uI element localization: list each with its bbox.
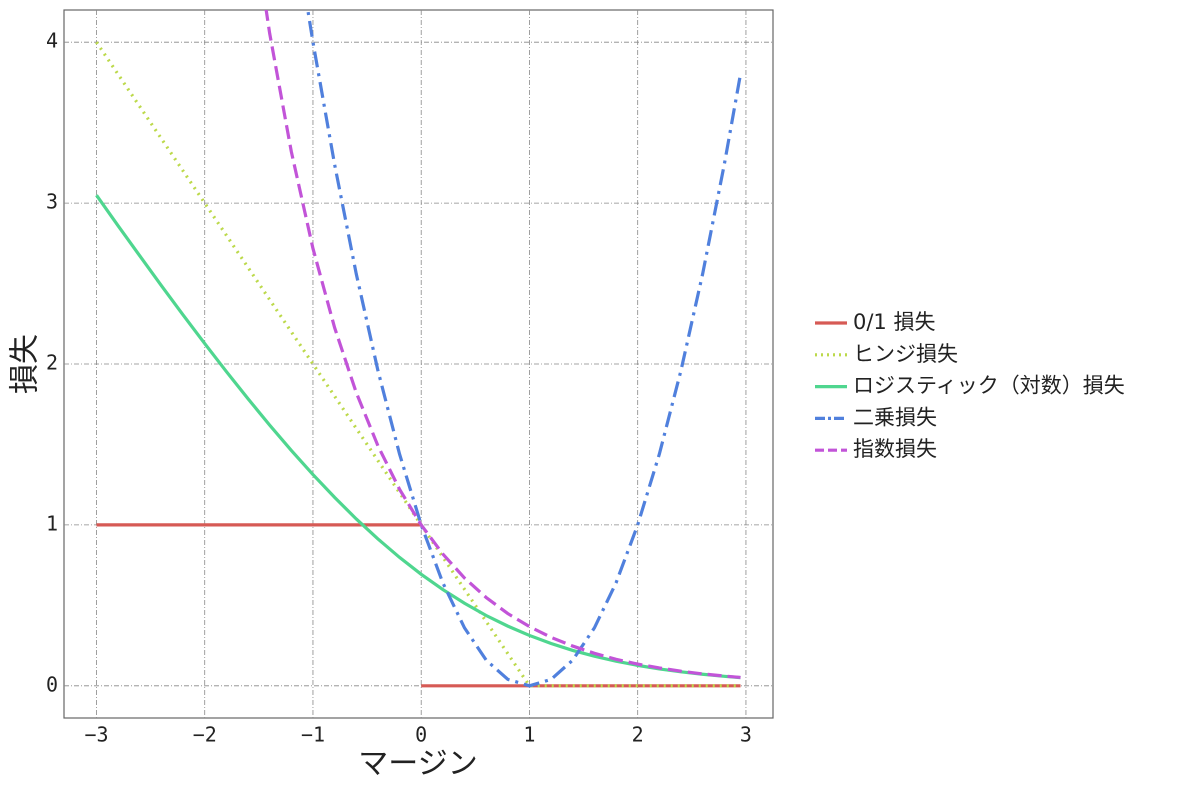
y-tick-label: 3 [46,190,58,214]
y-tick-label: 1 [46,511,58,535]
legend-label: ロジスティック（対数）損失 [853,374,1125,398]
y-axis-label: 損失 [8,334,43,394]
x-tick-label: 2 [632,723,644,747]
loss-line [306,10,743,688]
y-tick-label: 2 [46,351,58,375]
loss-line [95,194,741,680]
legend-label: 0/1 損失 [853,310,935,334]
loss-line [96,523,741,688]
x-axis-label: マージン [358,747,477,782]
x-tick-label: 3 [740,723,752,747]
legend-label: ヒンジ損失 [853,342,958,366]
x-tick-label: 1 [523,723,535,747]
legend-label: 二乗損失 [853,405,937,429]
loss-line [264,10,741,680]
x-tick-label: −1 [301,723,325,747]
plot-area [95,10,743,688]
x-tick-label: −3 [84,723,108,747]
legend-label: 指数損失 [853,437,937,461]
y-tick-label: 0 [46,672,58,696]
x-tick-label: 0 [415,723,427,747]
x-tick-label: −2 [193,723,217,747]
y-tick-label: 4 [46,29,58,53]
